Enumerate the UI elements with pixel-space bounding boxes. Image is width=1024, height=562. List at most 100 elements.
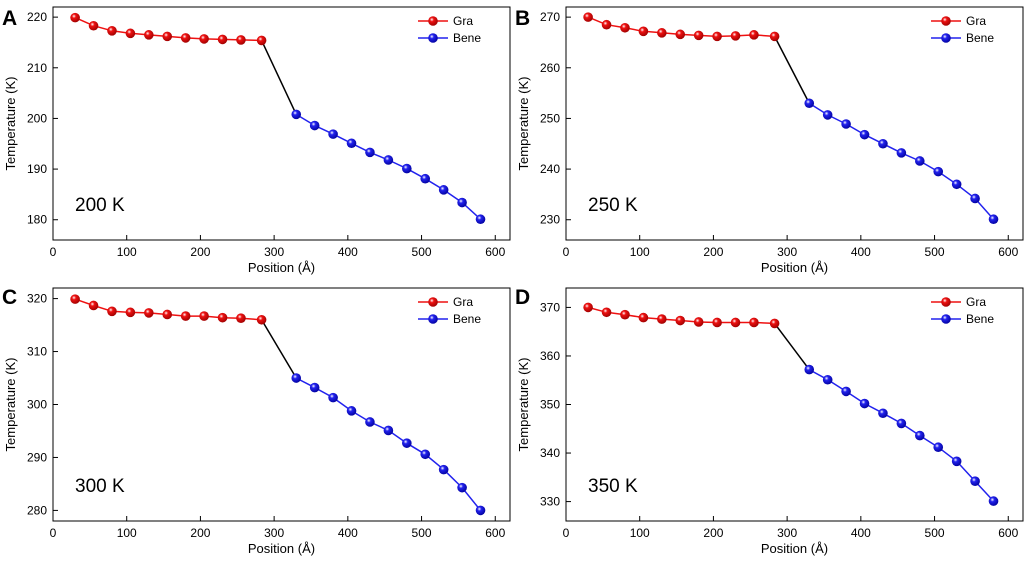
gra-point	[217, 312, 228, 323]
gra-point	[675, 315, 686, 326]
y-tick-label: 220	[27, 10, 47, 24]
chart-panel-a: A 0 100 200 300 400 500 600 180 190 200 210 220 Posit…	[2, 6, 511, 275]
bene-point	[291, 109, 302, 120]
gra-point	[144, 30, 154, 40]
gra-point	[180, 33, 191, 43]
x-tick-label: 600	[998, 245, 1018, 259]
bene-point	[402, 163, 412, 174]
gra-point	[256, 35, 267, 46]
bene-point	[402, 438, 412, 448]
gra-point	[601, 307, 612, 318]
bene-point	[896, 148, 907, 158]
gra-point	[256, 314, 267, 325]
bene-point	[951, 179, 962, 190]
x-tick-label: 600	[998, 526, 1018, 540]
gra-point	[749, 30, 759, 40]
x-axis-label: Position (Å)	[761, 260, 828, 275]
x-tick-label: 200	[190, 526, 210, 540]
bene-point	[438, 464, 449, 475]
gra-point	[180, 311, 191, 321]
y-tick-label: 310	[27, 345, 47, 359]
legend-gra-marker	[428, 297, 438, 307]
gra-point	[88, 300, 99, 311]
y-axis-label: Temperature (K)	[516, 358, 531, 452]
legend-gra-label: Gra	[966, 14, 986, 28]
y-tick-label: 260	[540, 61, 560, 75]
x-tick-label: 500	[412, 245, 432, 259]
gra-point	[693, 30, 704, 41]
x-axis-label: Position (Å)	[248, 541, 315, 556]
y-tick-label: 330	[540, 495, 560, 509]
legend-gra-marker	[941, 16, 951, 26]
bene-point	[951, 456, 962, 467]
interface-link-line	[260, 40, 297, 115]
plot-frame	[52, 6, 511, 241]
gra-point	[583, 12, 593, 22]
bene-point	[328, 392, 338, 403]
bene-point	[457, 482, 467, 493]
bene-point	[859, 129, 870, 140]
bene-point	[328, 129, 338, 139]
bene-point	[346, 138, 357, 149]
y-axis-label: Temperature (K)	[516, 77, 531, 171]
legend-bene-marker	[941, 33, 951, 43]
bene-point	[878, 408, 888, 419]
bene-point	[970, 476, 980, 486]
gra-point	[769, 318, 780, 329]
bene-point	[420, 173, 431, 184]
gra-point	[125, 28, 136, 39]
x-tick-label: 500	[925, 245, 945, 259]
bene-point	[878, 138, 888, 149]
chart-panel-b: B 0 100 200 300 400 500 600 230 240 250 260 270 Posit…	[515, 6, 1024, 275]
gra-point	[162, 31, 173, 42]
chart-panel-d: D 0 100 200 300 400 500 600 330 340 350 360 370 Posit…	[515, 286, 1024, 556]
x-tick-label: 100	[630, 245, 650, 259]
y-tick-label: 240	[540, 162, 560, 176]
y-tick-label: 200	[27, 111, 47, 125]
x-tick-label: 300	[777, 245, 797, 259]
temperature-annotation: 350 K	[588, 476, 638, 497]
bene-point	[383, 155, 394, 165]
y-tick-label: 340	[540, 446, 560, 460]
gra-point	[620, 22, 630, 33]
legend-bene-marker	[428, 314, 438, 324]
bene-point	[804, 98, 815, 109]
bene-point	[841, 386, 851, 397]
gra-point	[199, 34, 209, 44]
gra-point	[162, 309, 173, 320]
plot-frame	[565, 6, 1024, 241]
y-tick-label: 360	[540, 349, 560, 363]
interface-link-line	[773, 322, 810, 371]
gra-point	[712, 317, 722, 328]
panel-letter: D	[515, 286, 530, 309]
bene-point	[438, 185, 449, 195]
gra-point	[236, 313, 246, 323]
bene-series-line	[295, 113, 482, 220]
bene-point	[475, 505, 486, 516]
bene-series-line	[808, 368, 995, 502]
gra-point	[693, 317, 704, 327]
bene-point	[383, 425, 394, 436]
bene-point	[915, 430, 925, 441]
bene-point	[291, 373, 302, 383]
gra-point	[125, 307, 136, 318]
x-tick-label: 500	[412, 526, 432, 540]
gra-point	[70, 294, 80, 304]
bene-point	[988, 496, 999, 506]
bene-point	[915, 156, 925, 166]
legend-bene-label: Bene	[966, 31, 994, 45]
legend-gra-label: Gra	[453, 14, 473, 28]
bene-point	[988, 214, 999, 225]
gra-point	[199, 311, 209, 321]
x-tick-label: 300	[264, 526, 284, 540]
legend-gra-label: Gra	[966, 295, 986, 309]
panel-letter: C	[2, 286, 17, 309]
x-tick-label: 200	[703, 245, 723, 259]
gra-point	[730, 317, 741, 328]
legend-bene-marker	[941, 314, 951, 324]
bene-point	[365, 417, 375, 427]
gra-point	[88, 20, 99, 31]
y-tick-label: 280	[27, 503, 47, 517]
gra-point	[70, 12, 80, 23]
x-tick-label: 300	[264, 245, 284, 259]
